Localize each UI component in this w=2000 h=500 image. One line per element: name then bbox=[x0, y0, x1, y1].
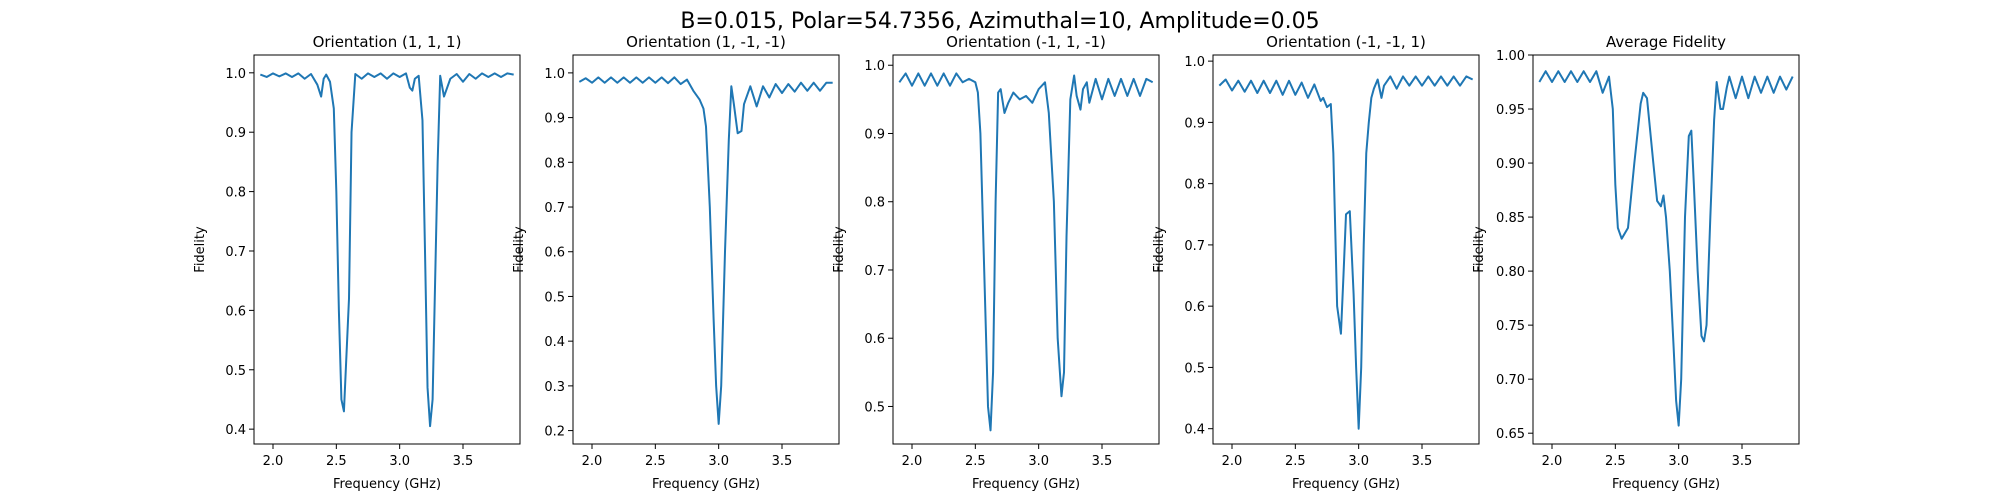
y-tick-label: 0.9 bbox=[1184, 116, 1205, 131]
subplot: 2.0 2.5 3.0 3.5 0.5 0.6 0.7 0.8 0.9 1.0 Orientatio… bbox=[832, 33, 1160, 492]
axes-frame bbox=[892, 54, 1160, 445]
y-tick-label: 1.0 bbox=[1184, 55, 1205, 70]
series-line bbox=[1218, 75, 1474, 430]
y-tick-label: 0.6 bbox=[225, 304, 246, 319]
y-tick-label: 0.6 bbox=[544, 246, 565, 261]
y-axis-label: Fidelity bbox=[512, 226, 527, 273]
y-tick-label: 1.0 bbox=[225, 67, 246, 82]
y-tick-label: 0.7 bbox=[1184, 239, 1205, 254]
x-tick-label: 2.0 bbox=[582, 454, 603, 469]
x-tick-label: 2.5 bbox=[645, 454, 666, 469]
series-line bbox=[898, 72, 1154, 432]
x-axis-label: Frequency (GHz) bbox=[972, 477, 1080, 492]
axes-frame bbox=[572, 54, 840, 445]
x-axis-label: Frequency (GHz) bbox=[652, 477, 760, 492]
y-tick-label: 0.85 bbox=[1496, 211, 1525, 226]
x-tick-label: 3.5 bbox=[772, 454, 793, 469]
y-tick-label: 0.7 bbox=[225, 245, 246, 260]
y-tick-label: 0.6 bbox=[1184, 300, 1205, 315]
x-axis-label: Frequency (GHz) bbox=[333, 477, 441, 492]
y-axis-label: Fidelity bbox=[1152, 226, 1167, 273]
y-tick-label: 0.4 bbox=[225, 423, 246, 438]
figure-suptitle: B=0.015, Polar=54.7356, Azimuthal=10, Am… bbox=[680, 9, 1319, 34]
y-tick-label: 0.8 bbox=[864, 196, 885, 211]
y-tick-label: 1.0 bbox=[544, 67, 565, 82]
subplot-title: Orientation (-1, -1, 1) bbox=[1266, 33, 1426, 51]
x-axis-label: Frequency (GHz) bbox=[1292, 477, 1400, 492]
x-tick-label: 2.5 bbox=[1605, 454, 1626, 469]
x-tick-label: 2.0 bbox=[263, 454, 284, 469]
series-line bbox=[259, 72, 514, 428]
y-tick-label: 0.5 bbox=[864, 400, 885, 415]
x-tick-label: 2.0 bbox=[1222, 454, 1243, 469]
x-tick-label: 3.5 bbox=[1412, 454, 1433, 469]
x-tick-label: 3.5 bbox=[1092, 454, 1113, 469]
y-tick-label: 0.5 bbox=[225, 364, 246, 379]
subplot-title: Average Fidelity bbox=[1606, 33, 1726, 51]
y-tick-label: 0.3 bbox=[544, 380, 565, 395]
subplot-title: Orientation (1, 1, 1) bbox=[313, 33, 462, 51]
y-tick-label: 0.8 bbox=[544, 156, 565, 171]
x-tick-label: 2.5 bbox=[965, 454, 986, 469]
subplot: 2.0 2.5 3.0 3.5 0.65 0.70 0.75 0.80 0.85 0.90 0.95… bbox=[1472, 33, 1800, 492]
x-tick-label: 2.0 bbox=[902, 454, 923, 469]
x-tick-label: 3.5 bbox=[453, 454, 474, 469]
series-line bbox=[578, 76, 833, 425]
y-tick-label: 0.4 bbox=[1184, 423, 1205, 438]
x-tick-label: 3.5 bbox=[1732, 454, 1753, 469]
subplot: 2.0 2.5 3.0 3.5 0.4 0.5 0.6 0.7 0.8 0.9 1.0 Orienta… bbox=[193, 33, 521, 492]
y-tick-label: 0.4 bbox=[544, 335, 565, 350]
y-tick-label: 0.9 bbox=[225, 126, 246, 141]
y-tick-label: 0.80 bbox=[1496, 265, 1525, 280]
x-tick-label: 3.0 bbox=[1348, 454, 1369, 469]
y-tick-label: 0.7 bbox=[864, 264, 885, 279]
y-tick-label: 0.90 bbox=[1496, 157, 1525, 172]
y-tick-label: 0.70 bbox=[1496, 373, 1525, 388]
y-tick-label: 0.65 bbox=[1496, 427, 1525, 442]
y-tick-label: 0.5 bbox=[1184, 361, 1205, 376]
y-axis-label: Fidelity bbox=[193, 226, 208, 273]
axes-frame bbox=[1212, 54, 1480, 445]
y-tick-label: 0.6 bbox=[864, 332, 885, 347]
y-tick-label: 0.95 bbox=[1496, 103, 1525, 118]
x-tick-label: 3.0 bbox=[708, 454, 729, 469]
x-axis-label: Frequency (GHz) bbox=[1612, 477, 1720, 492]
y-tick-label: 0.7 bbox=[544, 201, 565, 216]
subplot: 2.0 2.5 3.0 3.5 0.2 0.3 0.4 0.5 0.6 0.7 0.8 0.9 1.0 O… bbox=[512, 33, 840, 492]
x-tick-label: 3.0 bbox=[389, 454, 410, 469]
y-tick-label: 0.5 bbox=[544, 290, 565, 305]
series-line bbox=[1538, 70, 1794, 427]
y-tick-label: 0.9 bbox=[864, 127, 885, 142]
y-tick-label: 0.8 bbox=[1184, 178, 1205, 193]
y-tick-label: 0.9 bbox=[544, 112, 565, 127]
subplot-title: Orientation (-1, 1, -1) bbox=[946, 33, 1106, 51]
subplot: 2.0 2.5 3.0 3.5 0.4 0.5 0.6 0.7 0.8 0.9 1.0 Orienta… bbox=[1152, 33, 1480, 492]
x-tick-label: 2.5 bbox=[326, 454, 347, 469]
y-tick-label: 0.2 bbox=[544, 425, 565, 440]
y-tick-label: 0.8 bbox=[225, 186, 246, 201]
subplot-title: Orientation (1, -1, -1) bbox=[626, 33, 786, 51]
axes-frame bbox=[1532, 54, 1800, 445]
subplots-grid: 2.0 2.5 3.0 3.5 0.4 0.5 0.6 0.7 0.8 0.9 1.0 Orienta… bbox=[193, 33, 1800, 492]
y-tick-label: 0.75 bbox=[1496, 319, 1525, 334]
y-axis-label: Fidelity bbox=[1472, 226, 1487, 273]
y-axis-label: Fidelity bbox=[832, 226, 847, 273]
x-tick-label: 3.0 bbox=[1668, 454, 1689, 469]
x-tick-label: 2.0 bbox=[1542, 454, 1563, 469]
x-tick-label: 2.5 bbox=[1285, 454, 1306, 469]
y-tick-label: 1.0 bbox=[864, 59, 885, 74]
y-tick-label: 1.00 bbox=[1496, 49, 1525, 64]
x-tick-label: 3.0 bbox=[1028, 454, 1049, 469]
axes-frame bbox=[253, 54, 521, 445]
